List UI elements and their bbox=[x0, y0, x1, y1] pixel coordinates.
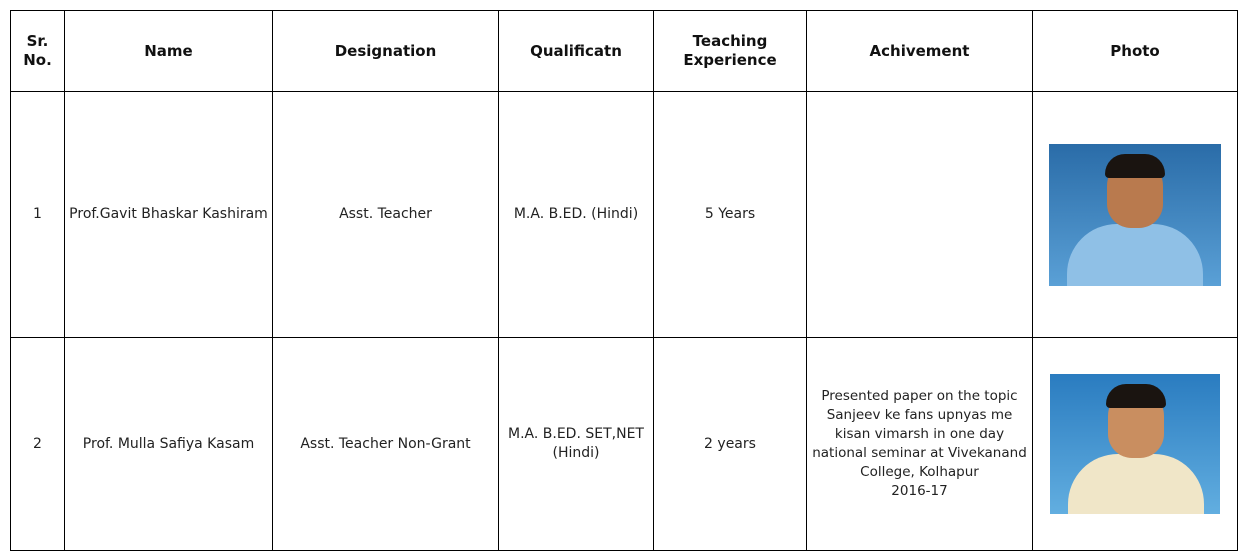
photo-cell bbox=[1032, 91, 1238, 338]
cell: Presented paper on the topic Sanjeev ke … bbox=[806, 337, 1033, 551]
cell: 2 bbox=[10, 337, 65, 551]
cell: Asst. Teacher Non-Grant bbox=[272, 337, 499, 551]
header-row: Sr. No. Name Designation Qualificatn Tea… bbox=[10, 10, 1238, 92]
cell: Prof. Mulla Safiya Kasam bbox=[64, 337, 273, 551]
photo-hair bbox=[1105, 153, 1165, 178]
cell: 2 years bbox=[653, 337, 807, 551]
header-cell: Qualificatn bbox=[498, 10, 654, 92]
header-cell: Achivement bbox=[806, 10, 1033, 92]
cell: M.A. B.ED. SET,NET (Hindi) bbox=[498, 337, 654, 551]
cell: Prof.Gavit Bhaskar Kashiram bbox=[64, 91, 273, 338]
header-cell: Name bbox=[64, 10, 273, 92]
photo bbox=[1050, 374, 1220, 514]
table-row: 2 Prof. Mulla Safiya Kasam Asst. Teacher… bbox=[10, 337, 1238, 551]
photo-hair bbox=[1106, 384, 1166, 408]
photo-body bbox=[1068, 454, 1204, 514]
header-cell: Teaching Experience bbox=[653, 10, 807, 92]
faculty-table: Sr. No. Name Designation Qualificatn Tea… bbox=[10, 10, 1238, 551]
cell bbox=[806, 91, 1033, 338]
header-cell: Designation bbox=[272, 10, 499, 92]
header-cell: Photo bbox=[1032, 10, 1238, 92]
photo-cell bbox=[1032, 337, 1238, 551]
cell: 5 Years bbox=[653, 91, 807, 338]
cell: M.A. B.ED. (Hindi) bbox=[498, 91, 654, 338]
photo bbox=[1049, 143, 1221, 286]
table-row: 1 Prof.Gavit Bhaskar Kashiram Asst. Teac… bbox=[10, 91, 1238, 338]
cell: Asst. Teacher bbox=[272, 91, 499, 338]
header-cell: Sr. No. bbox=[10, 10, 65, 92]
photo-body bbox=[1067, 223, 1203, 286]
cell: 1 bbox=[10, 91, 65, 338]
